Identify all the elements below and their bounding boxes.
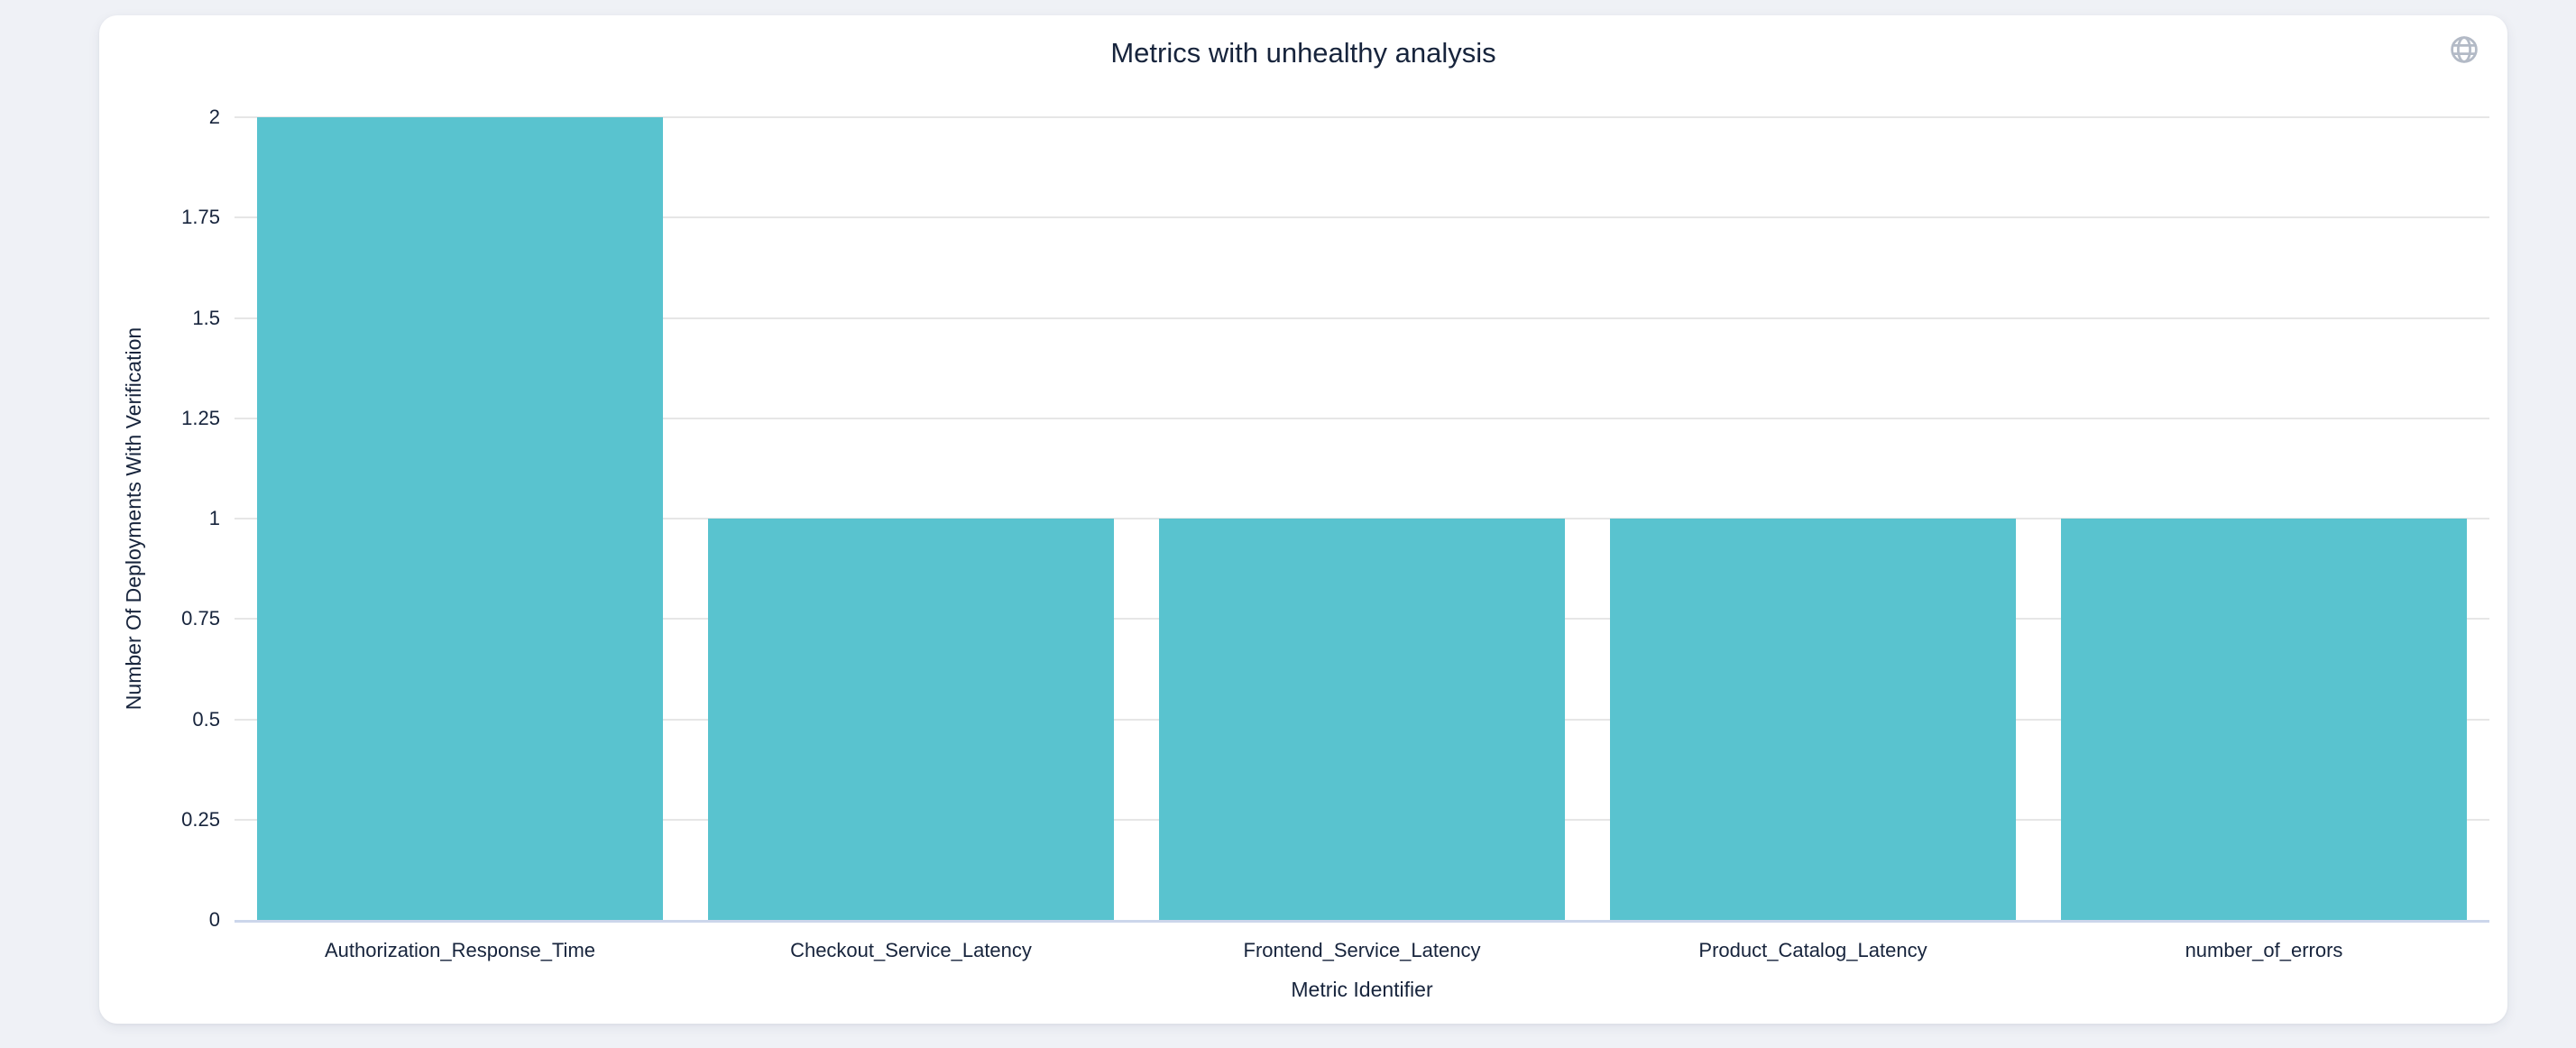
category-label: Frontend_Service_Latency (1243, 939, 1481, 961)
globe-icon (2451, 36, 2478, 63)
bar[interactable] (1159, 519, 1565, 920)
y-tick-label: 1.25 (181, 406, 220, 429)
x-axis-title: Metric Identifier (1291, 978, 1433, 1001)
bar[interactable] (1610, 519, 2016, 920)
chart-title: Metrics with unhealthy analysis (1110, 37, 1496, 69)
category-label: Product_Catalog_Latency (1698, 939, 1927, 961)
globe-button[interactable] (2437, 23, 2491, 77)
y-tick-label: 0 (208, 908, 220, 931)
bar[interactable] (257, 117, 663, 920)
y-tick-label: 1.5 (192, 306, 220, 329)
y-tick-label: 1 (208, 507, 220, 529)
x-axis-line (235, 920, 2489, 923)
gridline (235, 116, 2489, 118)
category-label: Authorization_Response_Time (324, 939, 596, 961)
category-label: number_of_errors (2185, 939, 2343, 961)
y-tick-label: 0.25 (181, 807, 220, 831)
y-tick-label: 0.75 (181, 607, 220, 630)
gridline (235, 216, 2489, 219)
bar[interactable] (2061, 519, 2467, 920)
chart-card: Metrics with unhealthy analysis 0 0.25 0.5… (99, 15, 2507, 1024)
gridline (235, 317, 2489, 319)
y-tick-label: 1.75 (181, 206, 220, 229)
bar[interactable] (708, 519, 1114, 920)
category-label: Checkout_Service_Latency (790, 939, 1032, 961)
plot-area: 0 0.25 0.5 0.75 1 1.25 1.5 1.75 2 Authorization_R… (99, 15, 2507, 1024)
gridline (235, 417, 2489, 419)
y-tick-label: 2 (208, 106, 220, 128)
y-tick-label: 0.5 (192, 707, 220, 731)
